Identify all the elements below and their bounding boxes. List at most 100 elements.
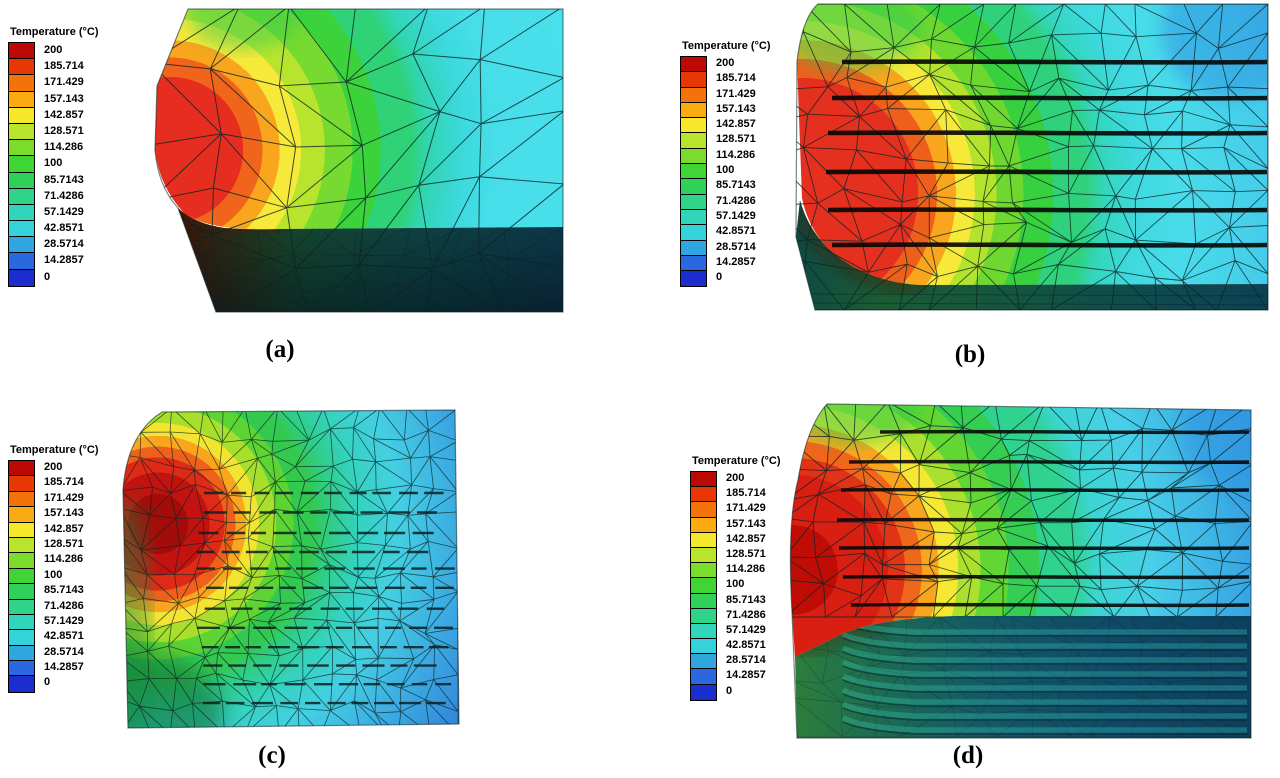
colorbar-band: [681, 133, 706, 149]
colorbar-band: [9, 614, 34, 631]
colorbar-tick-label: 142.857: [726, 532, 766, 545]
colorbar-tick-label: 157.143: [44, 92, 84, 105]
colorbar-band: [681, 57, 706, 73]
colorbar-band: [9, 221, 34, 238]
colorbar-band: [9, 91, 34, 108]
colorbar-tick-label: 128.571: [44, 124, 84, 137]
colorbar-tick-label: 71.4286: [44, 189, 84, 202]
colorbar-band: [9, 645, 34, 662]
temperature-colorbar: [690, 471, 717, 701]
colorbar-band: [691, 532, 716, 548]
colorbar-tick-label: 57.1429: [726, 623, 766, 636]
legend-title: Temperature (°C): [682, 40, 771, 52]
colorbar-band: [691, 593, 716, 609]
colorbar-band: [691, 639, 716, 655]
contour-plot-a: [154, 8, 564, 313]
colorbar-tick-label: 42.8571: [716, 225, 756, 238]
legend-title: Temperature (°C): [10, 26, 99, 38]
colorbar-band: [9, 537, 34, 554]
colorbar-tick-label: 42.8571: [44, 222, 84, 235]
colorbar-band: [691, 669, 716, 685]
colorbar-band: [9, 253, 34, 270]
colorbar-band: [691, 608, 716, 624]
cooling-channel-line: [831, 242, 1268, 248]
colorbar-tick-label: 100: [716, 164, 735, 177]
colorbar-band: [9, 522, 34, 538]
channel-stripe: [841, 701, 1247, 719]
colorbar-tick-label: 57.1429: [44, 614, 84, 627]
colorbar-tick-label: 100: [44, 568, 63, 581]
colorbar-tick-label: 14.2857: [726, 669, 766, 682]
cooling-channel-line: [848, 459, 1250, 465]
colorbar-tick-label: 0: [726, 684, 733, 697]
colorbar-band: [9, 172, 34, 189]
colorbar-band: [681, 148, 706, 165]
colorbar-tick-label: 157.143: [716, 102, 756, 115]
colorbar-band: [681, 72, 706, 88]
colorbar-band: [9, 75, 34, 92]
temperature-colorbar: [680, 56, 707, 288]
colorbar-tick-label: 0: [44, 270, 51, 283]
colorbar-band: [9, 553, 34, 569]
colorbar-tick-label: 85.7143: [44, 173, 84, 186]
colorbar-band: [691, 487, 716, 503]
colorbar-band: [681, 209, 706, 226]
cooling-channel-line: [825, 169, 1268, 175]
contour-tint-blob: [795, 404, 919, 444]
colorbar-tick-labels: 200 185.714 171.429 157.143 142.857 128.571 11…: [44, 460, 84, 691]
channel-stripe: [841, 673, 1247, 691]
colorbar-tick-label: 114.286: [44, 141, 84, 154]
channel-stripe: [841, 645, 1247, 663]
colorbar-tick-label: 28.5714: [44, 645, 84, 658]
colorbar-tick-label: 85.7143: [716, 179, 756, 192]
cooling-channel-line: [827, 207, 1268, 213]
temperature-legend-b: Temperature (°C) 200 185.714 171.429 157.14…: [680, 40, 771, 288]
colorbar-band: [681, 255, 706, 272]
panel-caption-c: (c): [258, 742, 286, 769]
panel-caption-d: (d): [952, 742, 984, 769]
colorbar-band: [681, 225, 706, 241]
colorbar-tick-label: 185.714: [44, 60, 84, 73]
contour-tint-blob: [1162, 4, 1268, 100]
panel-outline: [789, 403, 1252, 739]
colorbar-band: [681, 194, 706, 210]
colorbar-tick-label: 42.8571: [44, 630, 84, 643]
temperature-colorbar: [8, 460, 35, 693]
colorbar-tick-label: 0: [44, 676, 51, 689]
colorbar-tick-label: 114.286: [716, 148, 756, 161]
shaded-face-line: [809, 293, 1268, 297]
colorbar-band: [681, 102, 706, 119]
colorbar-tick-label: 142.857: [44, 522, 84, 535]
colorbar-band: [681, 118, 706, 134]
colorbar-tick-label: 85.7143: [44, 584, 84, 597]
channel-stripe-shadow: [842, 665, 1247, 679]
cooling-channel-line: [842, 574, 1250, 580]
colorbar-tick-label: 142.857: [716, 118, 756, 131]
channel-stripe-shadow: [842, 707, 1247, 721]
colorbar-band: [9, 156, 34, 173]
colorbar-tick-labels: 200 185.714 171.429 157.143 142.857 128.571 11…: [44, 42, 84, 285]
colorbar-tick-label: 0: [716, 271, 723, 284]
colorbar-band: [9, 661, 34, 677]
colorbar-tick-label: 57.1429: [44, 205, 84, 218]
panel-caption-b: (b): [954, 341, 986, 368]
colorbar-band: [9, 584, 34, 600]
colorbar-tick-label: 157.143: [44, 507, 84, 520]
colorbar-band: [9, 188, 34, 205]
contour-plot-c: [122, 409, 460, 729]
channel-stripe: [841, 631, 1247, 649]
colorbar-tick-label: 171.429: [44, 491, 84, 504]
channel-stripe: [841, 715, 1247, 733]
colorbar-band: [9, 476, 34, 492]
cooling-channel-line: [827, 130, 1268, 136]
colorbar-band: [9, 237, 34, 254]
contour-face: [797, 4, 1268, 285]
colorbar-tick-label: 200: [716, 57, 735, 69]
colorbar-band: [691, 623, 716, 640]
colorbar-tick-label: 71.4286: [44, 599, 84, 612]
colorbar-tick-label: 185.714: [44, 476, 84, 489]
channel-stripe: [841, 687, 1247, 705]
colorbar-band: [9, 269, 34, 286]
colorbar-tick-label: 114.286: [44, 553, 84, 566]
